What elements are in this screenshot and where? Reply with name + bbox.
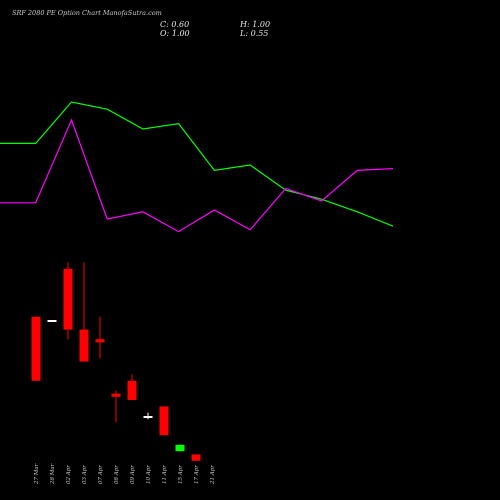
candle	[143, 412, 153, 420]
candle-body	[95, 339, 105, 343]
close-value: 0.60	[171, 20, 190, 29]
candle-body	[47, 320, 57, 322]
x-tick-label: 09 Apr	[130, 465, 136, 484]
candlestick-series	[31, 262, 201, 461]
candle	[191, 454, 201, 461]
candle-body	[159, 406, 169, 436]
open-readout: O: 1.00	[160, 29, 190, 38]
close-label: C:	[160, 20, 169, 29]
open-label: O:	[160, 29, 170, 38]
candle	[63, 262, 73, 340]
candle-body	[143, 416, 153, 418]
x-tick-label: 11 Apr	[162, 465, 168, 484]
candle	[47, 320, 57, 322]
candle	[79, 262, 89, 362]
candle	[175, 444, 185, 452]
x-tick-label: 28 Mar	[50, 463, 56, 485]
x-tick-label: 27 Mar	[34, 463, 40, 485]
candle	[95, 316, 105, 359]
high-label: H:	[240, 20, 250, 29]
high-value: 1.00	[252, 20, 271, 29]
low-value: 0.55	[250, 29, 269, 38]
candle-body	[79, 329, 89, 362]
x-tick-label: 03 Apr	[82, 465, 88, 484]
candle	[127, 374, 137, 400]
candle-body	[191, 454, 201, 461]
chart-title: SRF 2080 PE Option Chart ManofaSutra.com	[12, 9, 162, 17]
indicator-lines	[0, 101, 394, 233]
candle-body	[175, 444, 185, 452]
x-tick-label: 02 Apr	[66, 465, 72, 484]
indicator-line-1	[0, 101, 394, 227]
x-tick-label: 10 Apr	[146, 465, 152, 484]
x-tick-label: 07 Apr	[98, 465, 104, 484]
candle	[31, 316, 41, 381]
candle-body	[63, 268, 73, 330]
x-tick-label: 17 Apr	[194, 465, 200, 484]
candle-body	[111, 393, 121, 397]
x-tick-label: 21 Apr	[210, 465, 216, 485]
x-tick-label: 15 Apr	[178, 465, 184, 484]
low-readout: L: 0.55	[240, 29, 268, 38]
candle-body	[127, 380, 137, 400]
x-tick-label: 08 Apr	[114, 465, 120, 484]
x-axis-labels: 27 Mar 28 Mar 02 Apr 03 Apr 07 Apr 08 Apr 09 A…	[34, 463, 216, 485]
low-label: L:	[240, 29, 249, 38]
indicator-line-2	[0, 118, 394, 233]
candle-body	[31, 316, 41, 381]
close-readout: C: 0.60	[160, 20, 189, 29]
candle	[111, 390, 121, 423]
high-readout: H: 1.00	[240, 20, 270, 29]
open-value: 1.00	[171, 29, 190, 38]
candle	[159, 406, 169, 436]
